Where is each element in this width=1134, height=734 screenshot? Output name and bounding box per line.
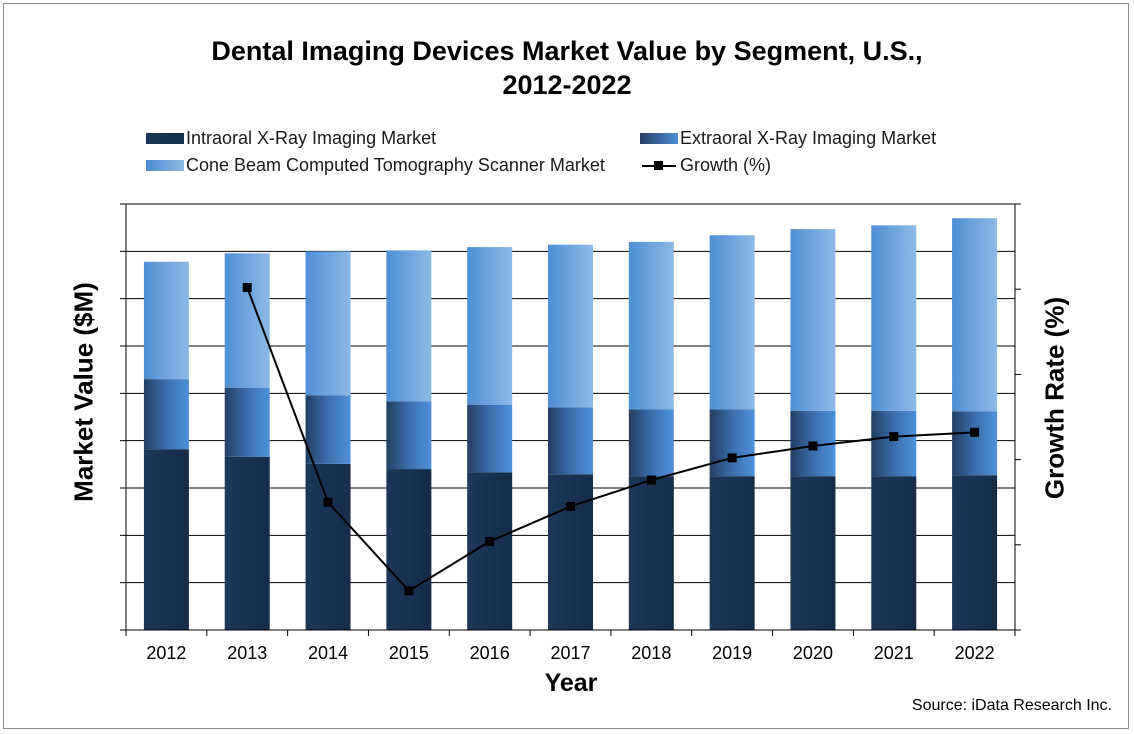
legend-item-growth: Growth (%): [640, 155, 771, 176]
x-tick-label: 2019: [712, 643, 752, 663]
bar-segment: [224, 387, 270, 457]
bar-segment: [871, 225, 917, 411]
growth-point: [404, 586, 414, 596]
bar-segment: [871, 476, 917, 630]
bar-segment: [628, 476, 674, 630]
legend-label-growth: Growth (%): [680, 155, 772, 175]
legend-swatch-extraoral: [640, 133, 678, 144]
x-tick-label: 2016: [470, 643, 510, 663]
growth-point: [808, 441, 818, 451]
bar-segment: [143, 261, 189, 380]
x-tick-label: 2012: [146, 643, 186, 663]
x-tick-label: 2017: [550, 643, 590, 663]
bar-segment: [386, 401, 432, 470]
bar-segment: [467, 404, 513, 473]
chart-title-line-2: 2012-2022: [502, 70, 632, 100]
y2-axis-label: Growth Rate (%): [1039, 296, 1070, 500]
bar-segment: [709, 476, 755, 630]
bar-segment: [871, 410, 917, 477]
bar-segment: [790, 476, 836, 630]
legend-swatch-cbct: [146, 160, 184, 171]
growth-point: [242, 282, 252, 292]
bar-segment: [305, 251, 351, 396]
legend-swatch-intraoral: [146, 133, 184, 144]
source-note: Source: iData Research Inc.: [911, 697, 1112, 714]
growth-point: [727, 453, 737, 463]
legend-item-cbct: Cone Beam Computed Tomography Scanner Ma…: [146, 155, 605, 176]
axes: [120, 203, 1021, 636]
legend-item-extraoral: Extraoral X-Ray Imaging Market: [640, 128, 936, 149]
legend-label-intraoral: Intraoral X-Ray Imaging Market: [186, 128, 437, 148]
growth-point: [970, 427, 980, 437]
growth-line: [242, 282, 980, 596]
x-tick-label: 2022: [955, 643, 995, 663]
bar-segment: [386, 469, 432, 630]
x-tick-label: 2013: [227, 643, 267, 663]
x-tick-label: 2021: [874, 643, 914, 663]
bar-segment: [386, 250, 432, 402]
growth-point: [323, 497, 333, 507]
bar-segment: [467, 247, 513, 405]
growth-point: [889, 432, 899, 442]
bar-segment: [952, 475, 998, 630]
bar-segment: [709, 235, 755, 410]
bar-segment: [548, 407, 593, 475]
bar-segment: [143, 379, 189, 450]
legend-swatch-growth: [640, 160, 678, 171]
x-tick-label: 2018: [631, 643, 671, 663]
growth-point: [566, 501, 575, 511]
x-tick-label: 2015: [389, 643, 429, 663]
bar-segment: [224, 456, 270, 630]
bar-segment: [628, 241, 674, 410]
bar-segment: [305, 463, 351, 630]
bar-segment: [143, 449, 189, 630]
bar-segment: [952, 218, 998, 412]
y-axis-label: Market Value ($M): [68, 282, 99, 502]
x-tick-label: 2020: [793, 643, 833, 663]
growth-line-path: [246, 287, 975, 593]
bar-segment: [709, 409, 755, 477]
bar-segment: [790, 229, 836, 411]
x-tick-label: 2014: [308, 643, 348, 663]
bar-segment: [628, 409, 674, 477]
x-axis-label: Year: [544, 669, 598, 697]
growth-point: [646, 475, 656, 485]
chart-title: Dental Imaging Devices Market Value by S…: [0, 34, 1134, 102]
chart-title-line-1: Dental Imaging Devices Market Value by S…: [211, 36, 923, 66]
bar-segment: [548, 244, 593, 408]
legend-label-cbct: Cone Beam Computed Tomography Scanner Ma…: [186, 155, 605, 175]
legend-item-intraoral: Intraoral X-Ray Imaging Market: [146, 128, 436, 149]
x-tick-labels: 2012 2013 2014 2015 2016 2017 2018 2019 2020 2021…: [146, 643, 994, 663]
bar-segment: [305, 395, 351, 464]
bar-segment: [548, 474, 593, 630]
legend-label-extraoral: Extraoral X-Ray Imaging Market: [680, 128, 937, 148]
bar-segment: [224, 253, 270, 388]
bar-segment: [952, 411, 998, 476]
bars: [143, 218, 998, 630]
growth-point: [485, 536, 495, 546]
